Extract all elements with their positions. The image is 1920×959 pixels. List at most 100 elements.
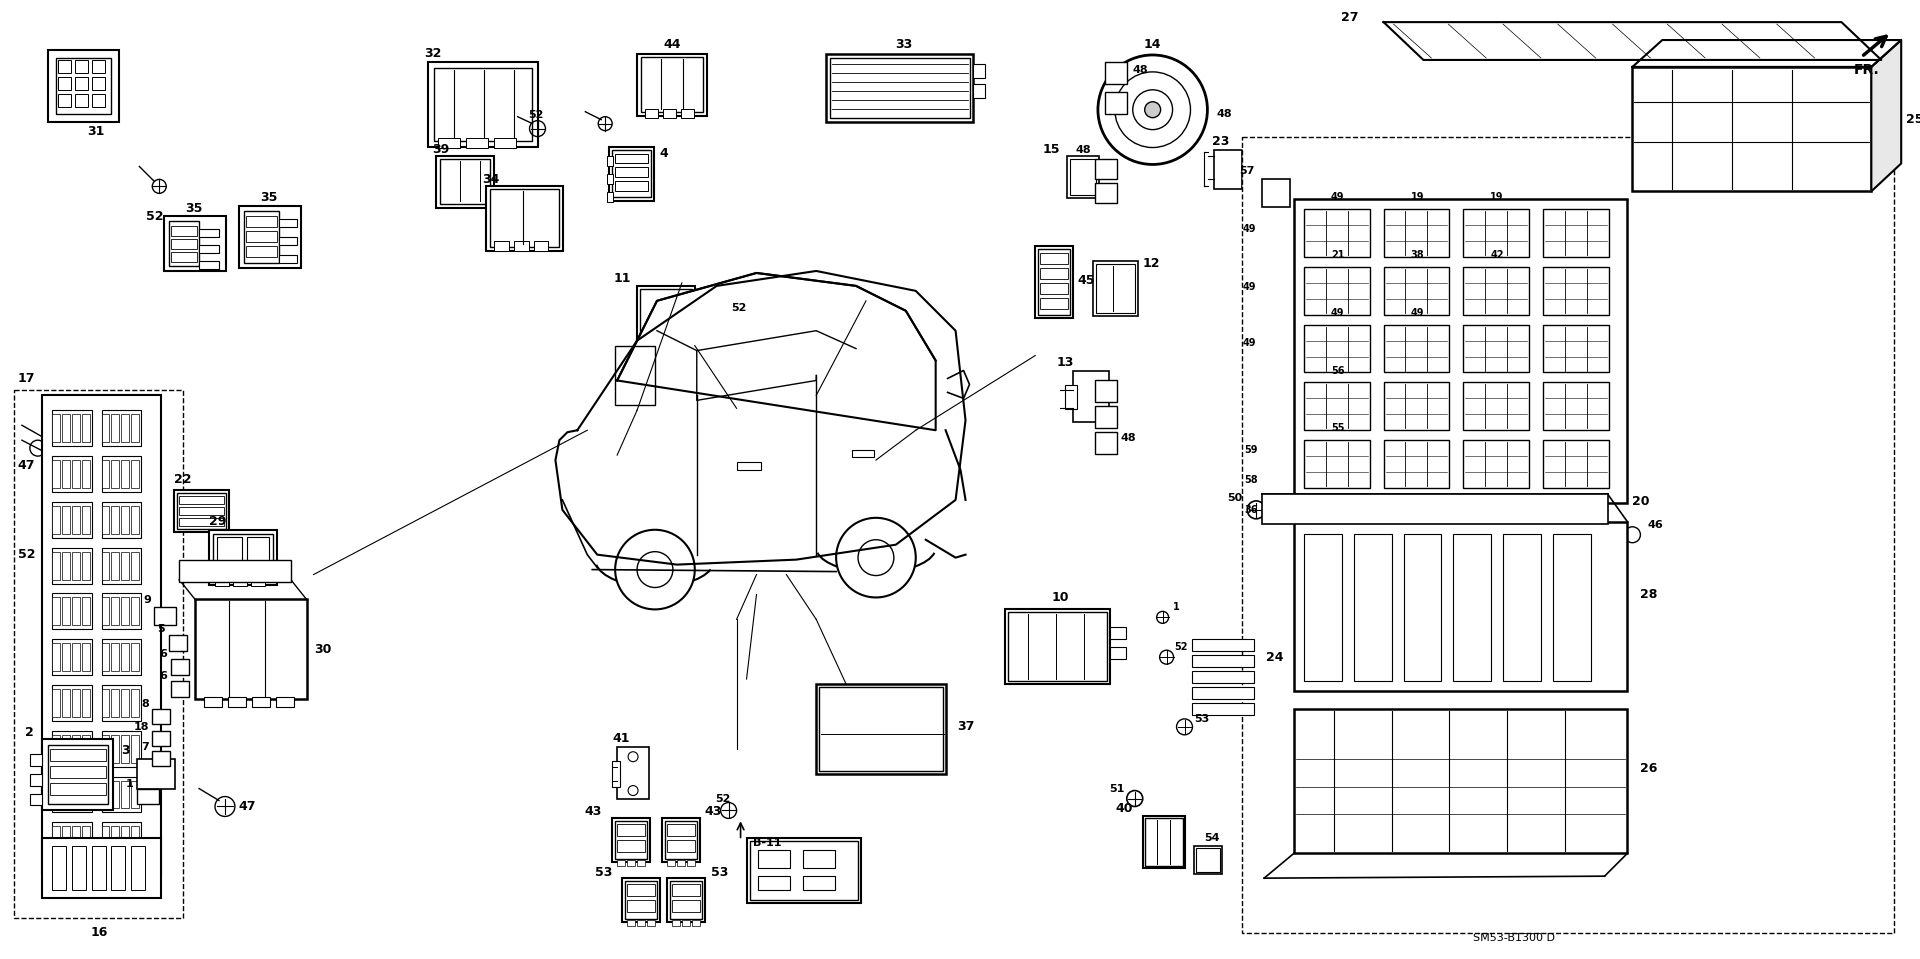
- Bar: [42, 395, 161, 874]
- Bar: [52, 456, 92, 492]
- Bar: [1544, 209, 1609, 257]
- Bar: [1094, 159, 1117, 179]
- Bar: [1632, 67, 1872, 192]
- Text: 35: 35: [186, 201, 204, 215]
- Bar: [83, 827, 90, 854]
- Bar: [83, 460, 90, 488]
- Bar: [1544, 325, 1609, 372]
- Bar: [121, 414, 129, 442]
- Bar: [71, 551, 79, 579]
- Bar: [131, 689, 140, 717]
- Bar: [637, 860, 645, 866]
- Bar: [200, 229, 219, 237]
- Text: 1: 1: [1173, 602, 1179, 613]
- Bar: [52, 846, 65, 890]
- Bar: [58, 94, 71, 106]
- Bar: [131, 551, 140, 579]
- Bar: [171, 252, 198, 262]
- Circle shape: [835, 518, 916, 597]
- Bar: [102, 781, 109, 808]
- Text: 6: 6: [159, 649, 167, 659]
- Text: 53: 53: [1194, 713, 1210, 724]
- Bar: [102, 506, 109, 534]
- Text: 52: 52: [17, 549, 35, 561]
- Bar: [102, 594, 142, 629]
- Bar: [171, 226, 198, 236]
- Bar: [52, 823, 92, 858]
- Bar: [31, 774, 42, 785]
- Bar: [622, 878, 660, 922]
- Bar: [52, 506, 60, 534]
- Bar: [1039, 249, 1069, 315]
- Text: 58: 58: [1244, 475, 1258, 485]
- Text: 23: 23: [1212, 135, 1231, 148]
- Text: 45: 45: [1077, 274, 1094, 288]
- Text: 39: 39: [432, 143, 449, 156]
- Bar: [662, 818, 699, 862]
- Text: 48: 48: [1217, 108, 1233, 119]
- Bar: [641, 57, 703, 111]
- Bar: [664, 822, 697, 859]
- Bar: [121, 597, 129, 625]
- Bar: [434, 68, 532, 141]
- Bar: [52, 827, 60, 854]
- Bar: [666, 860, 674, 866]
- Text: 8: 8: [142, 699, 150, 709]
- Text: 48: 48: [1133, 65, 1148, 75]
- Bar: [609, 147, 655, 201]
- Bar: [246, 246, 276, 257]
- Text: 3: 3: [121, 744, 129, 758]
- Bar: [232, 577, 248, 586]
- Bar: [1384, 383, 1450, 431]
- Bar: [179, 518, 225, 526]
- Bar: [1194, 846, 1223, 875]
- Text: 56: 56: [1331, 365, 1344, 376]
- Bar: [13, 390, 182, 918]
- Text: 49: 49: [1411, 308, 1425, 317]
- Bar: [83, 735, 90, 762]
- Bar: [1463, 383, 1528, 431]
- Bar: [131, 735, 140, 762]
- Bar: [111, 460, 119, 488]
- Bar: [1544, 267, 1609, 315]
- Bar: [50, 749, 106, 760]
- Bar: [52, 597, 60, 625]
- Bar: [179, 496, 225, 503]
- Bar: [102, 731, 142, 766]
- Bar: [973, 83, 985, 98]
- Bar: [493, 241, 509, 251]
- Bar: [169, 222, 200, 266]
- Bar: [52, 502, 92, 538]
- Bar: [71, 506, 79, 534]
- Bar: [628, 901, 655, 912]
- Text: 20: 20: [1632, 496, 1649, 508]
- Bar: [31, 754, 42, 765]
- Text: 1: 1: [125, 779, 132, 788]
- Bar: [102, 597, 109, 625]
- Bar: [607, 175, 612, 184]
- Bar: [200, 261, 219, 269]
- Bar: [111, 781, 119, 808]
- Text: 17: 17: [17, 372, 35, 385]
- Bar: [152, 751, 171, 765]
- Bar: [58, 60, 71, 73]
- Bar: [639, 289, 691, 347]
- Bar: [687, 860, 695, 866]
- Bar: [246, 231, 276, 242]
- Bar: [1304, 209, 1369, 257]
- Bar: [803, 877, 835, 890]
- Text: 52: 52: [528, 109, 543, 120]
- Bar: [662, 108, 676, 118]
- Bar: [131, 414, 140, 442]
- Bar: [440, 159, 490, 204]
- Polygon shape: [1872, 40, 1901, 192]
- Bar: [71, 414, 79, 442]
- Bar: [1544, 440, 1609, 488]
- Bar: [438, 137, 461, 148]
- Text: 19: 19: [1411, 193, 1425, 202]
- Text: SM53-B1300 D: SM53-B1300 D: [1473, 933, 1555, 943]
- Bar: [1069, 159, 1096, 196]
- Bar: [102, 735, 109, 762]
- Bar: [1463, 209, 1528, 257]
- Bar: [1068, 156, 1098, 199]
